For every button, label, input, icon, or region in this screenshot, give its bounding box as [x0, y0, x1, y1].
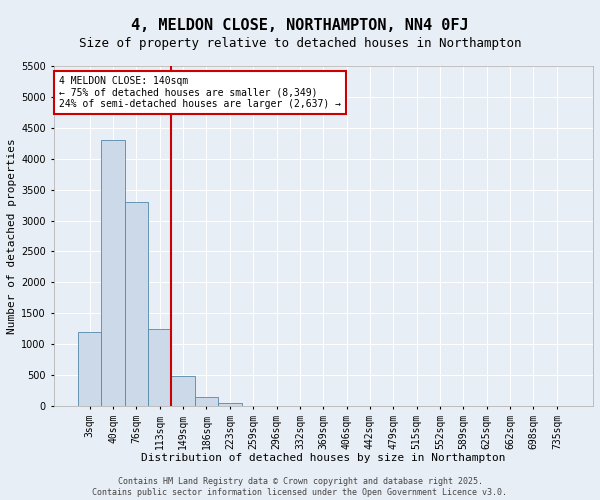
- Text: Contains HM Land Registry data © Crown copyright and database right 2025.: Contains HM Land Registry data © Crown c…: [118, 476, 482, 486]
- Bar: [101, 140, 125, 406]
- Text: 4, MELDON CLOSE, NORTHAMPTON, NN4 0FJ: 4, MELDON CLOSE, NORTHAMPTON, NN4 0FJ: [131, 18, 469, 32]
- Bar: [148, 328, 172, 406]
- Bar: [218, 403, 242, 406]
- Bar: [125, 202, 148, 406]
- Y-axis label: Number of detached properties: Number of detached properties: [7, 138, 17, 334]
- Bar: [195, 396, 218, 406]
- X-axis label: Distribution of detached houses by size in Northampton: Distribution of detached houses by size …: [141, 453, 506, 463]
- Text: 4 MELDON CLOSE: 140sqm
← 75% of detached houses are smaller (8,349)
24% of semi-: 4 MELDON CLOSE: 140sqm ← 75% of detached…: [59, 76, 341, 110]
- Text: Contains public sector information licensed under the Open Government Licence v3: Contains public sector information licen…: [92, 488, 508, 497]
- Text: Size of property relative to detached houses in Northampton: Size of property relative to detached ho…: [79, 38, 521, 51]
- Bar: [172, 376, 195, 406]
- Bar: [78, 332, 101, 406]
